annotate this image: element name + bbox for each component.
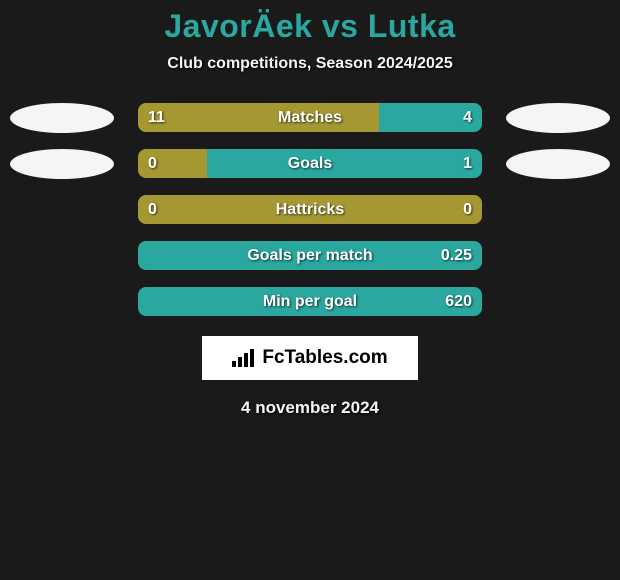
- stat-rows: 114Matches 01Goals 00Hattricks 0.25Goals pe…: [0, 103, 620, 316]
- bar-segment-right: [207, 149, 482, 178]
- bar-segment-right: [138, 241, 482, 270]
- stat-bar: 0.25Goals per match: [138, 241, 482, 270]
- date-label: 4 november 2024: [0, 398, 620, 418]
- player-badge-left: [10, 103, 114, 133]
- stat-row: 01Goals: [0, 149, 620, 178]
- stat-bar: 00Hattricks: [138, 195, 482, 224]
- stat-row: 620Min per goal: [0, 287, 620, 316]
- chart-icon: [232, 349, 254, 367]
- stat-bar: 114Matches: [138, 103, 482, 132]
- subtitle: Club competitions, Season 2024/2025: [0, 55, 620, 73]
- stat-bar: 620Min per goal: [138, 287, 482, 316]
- bar-segment-left: [138, 195, 482, 224]
- stat-bar: 01Goals: [138, 149, 482, 178]
- stat-row: 0.25Goals per match: [0, 241, 620, 270]
- bar-segment-left: [138, 149, 207, 178]
- player-badge-right: [506, 149, 610, 179]
- stat-row: 114Matches: [0, 103, 620, 132]
- bar-segment-right: [138, 287, 482, 316]
- player-badge-left: [10, 149, 114, 179]
- comparison-widget: JavorÄek vs Lutka Club competitions, Sea…: [0, 0, 620, 418]
- logo-text: FcTables.com: [262, 347, 387, 369]
- logo-box[interactable]: FcTables.com: [202, 336, 418, 380]
- bar-segment-left: [138, 103, 379, 132]
- player-badge-right: [506, 103, 610, 133]
- page-title: JavorÄek vs Lutka: [0, 8, 620, 45]
- bar-segment-right: [379, 103, 482, 132]
- stat-row: 00Hattricks: [0, 195, 620, 224]
